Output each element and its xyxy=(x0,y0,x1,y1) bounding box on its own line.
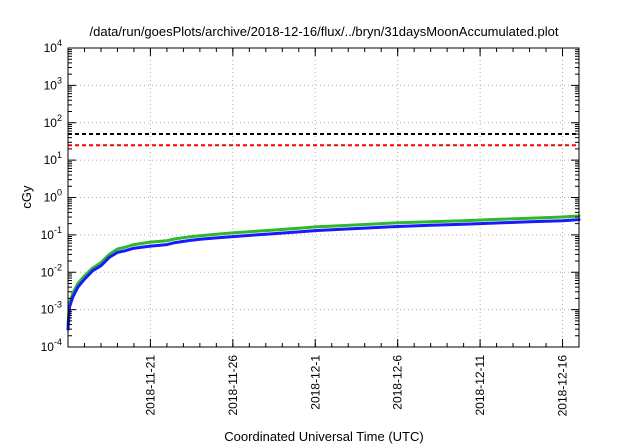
blue-series xyxy=(66,218,581,331)
y-tick-label: 103 xyxy=(44,75,62,92)
x-tick-label: 2018-12-11 xyxy=(473,355,487,416)
x-tick-label: 2018-12-6 xyxy=(391,355,405,410)
y-tick-label: 10-2 xyxy=(41,262,62,279)
chart-title: /data/run/goesPlots/archive/2018-12-16/f… xyxy=(90,24,559,39)
y-tick-label: 10-1 xyxy=(41,225,62,242)
x-tick-label: 2018-12-1 xyxy=(308,355,322,410)
y-tick-label: 104 xyxy=(44,38,62,55)
y-tick-label: 100 xyxy=(44,188,62,205)
x-tick-label: 2018-12-16 xyxy=(556,355,570,417)
x-tick-label: 2018-11-26 xyxy=(226,355,240,416)
y-tick-label: 10-3 xyxy=(41,300,62,317)
green-series xyxy=(66,214,581,326)
y-tick-label: 101 xyxy=(44,150,62,167)
y-tick-label: 10-4 xyxy=(41,337,62,354)
y-axis-label: cGy xyxy=(19,185,34,209)
x-axis-label: Coordinated Universal Time (UTC) xyxy=(224,429,423,444)
y-tick-label: 102 xyxy=(44,113,62,130)
x-tick-label: 2018-11-21 xyxy=(143,355,157,416)
